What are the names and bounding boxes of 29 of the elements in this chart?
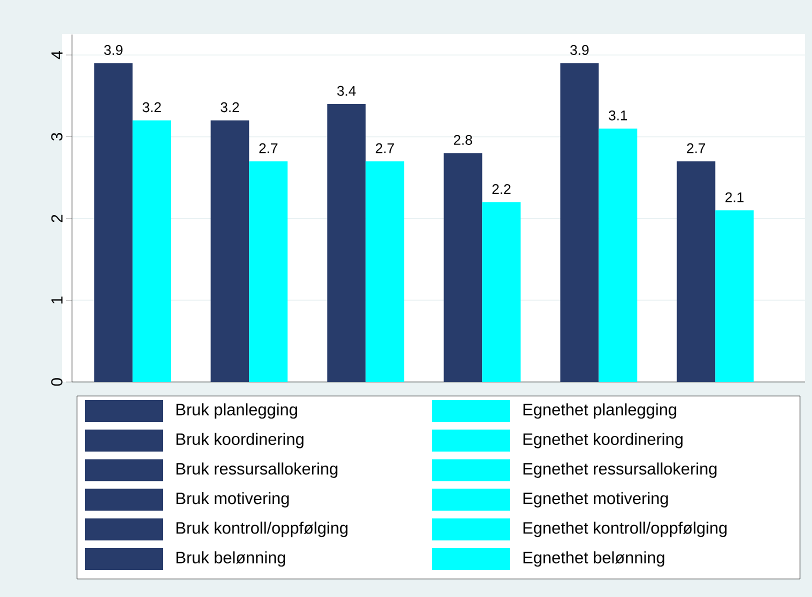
- legend-label: Bruk kontroll/oppfølging: [176, 522, 348, 538]
- y-tick-label: 4: [51, 51, 62, 60]
- data-label: 3.1: [608, 110, 628, 120]
- data-label: 3.2: [220, 102, 239, 112]
- legend-label: Egnethet planlegging: [524, 403, 676, 419]
- y-tick-label: 2: [51, 214, 62, 222]
- data-label: 3.9: [570, 45, 589, 55]
- data-label: 3.2: [142, 102, 161, 112]
- data-label: 2.7: [259, 143, 278, 154]
- data-label: 3.4: [337, 86, 356, 96]
- data-label: 2.8: [454, 134, 472, 145]
- legend-label: Egnethet ressursallokering: [524, 462, 716, 478]
- data-label: 3.9: [104, 45, 122, 55]
- legend-label: Egnethet motivering: [524, 492, 668, 508]
- legend-label: Bruk planlegging: [176, 403, 298, 419]
- legend-label: Bruk koordinering: [176, 432, 304, 448]
- data-label: 2.1: [725, 192, 744, 202]
- legend-label: Bruk belønning: [176, 551, 286, 567]
- y-tick-label: 3: [51, 133, 62, 141]
- y-tick-label: 1: [51, 296, 62, 304]
- legend-label: Bruk motivering: [176, 492, 289, 508]
- legend-label: Egnethet belønning: [524, 551, 664, 567]
- legend-label: Egnethet kontroll/oppfølging: [524, 522, 727, 538]
- legend-label: Egnethet koordinering: [524, 432, 683, 448]
- data-label: 2.7: [376, 143, 394, 154]
- legend-label: Bruk ressursallokering: [176, 462, 338, 478]
- data-label: 2.2: [492, 184, 510, 194]
- y-tick-label: 0: [51, 378, 62, 386]
- data-label: 2.7: [687, 143, 706, 154]
